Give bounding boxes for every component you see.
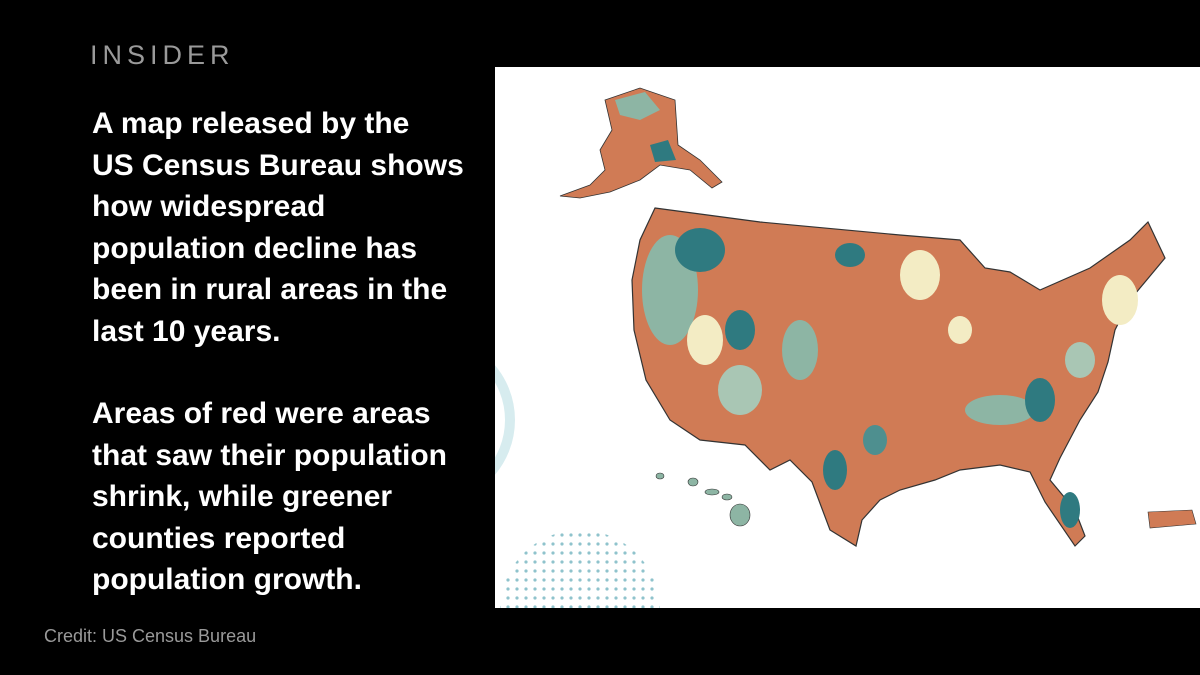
paragraph-line: last 10 years. xyxy=(92,314,281,348)
paragraph-line: US Census Bureau shows xyxy=(92,148,464,182)
alaska-growth xyxy=(650,140,676,162)
map xyxy=(495,87,1197,608)
decor-dots xyxy=(500,530,660,608)
paragraph-line: shrink, while greener xyxy=(92,480,393,513)
contiguous-us xyxy=(631,207,1166,547)
paragraph-line: Areas of red were areas xyxy=(92,397,431,430)
paragraph-line: counties reported xyxy=(92,521,346,555)
paragraph-line: population growth. xyxy=(92,563,362,596)
paragraph-line: been in rural areas in the xyxy=(92,273,448,306)
paragraph: A map released by the US Census Bureau sh… xyxy=(92,103,464,352)
alaska xyxy=(559,87,723,199)
puerto-rico xyxy=(1147,509,1197,529)
alaska-growth xyxy=(615,92,660,120)
paragraph: Areas of red were areas that saw their po… xyxy=(92,393,447,601)
growth-areas xyxy=(642,228,1138,528)
paragraph-line: how widespread xyxy=(92,190,326,223)
credit: Credit: US Census Bureau xyxy=(44,626,257,646)
brand-logo: INSIDER xyxy=(90,40,235,70)
hawaii xyxy=(655,472,751,527)
paragraph-line: A map released by the xyxy=(92,107,410,140)
paragraph-line: that saw their population xyxy=(92,438,448,472)
map-panel xyxy=(495,67,1200,608)
paragraph-line: population decline has xyxy=(92,231,418,265)
decor-arc xyxy=(495,365,515,475)
